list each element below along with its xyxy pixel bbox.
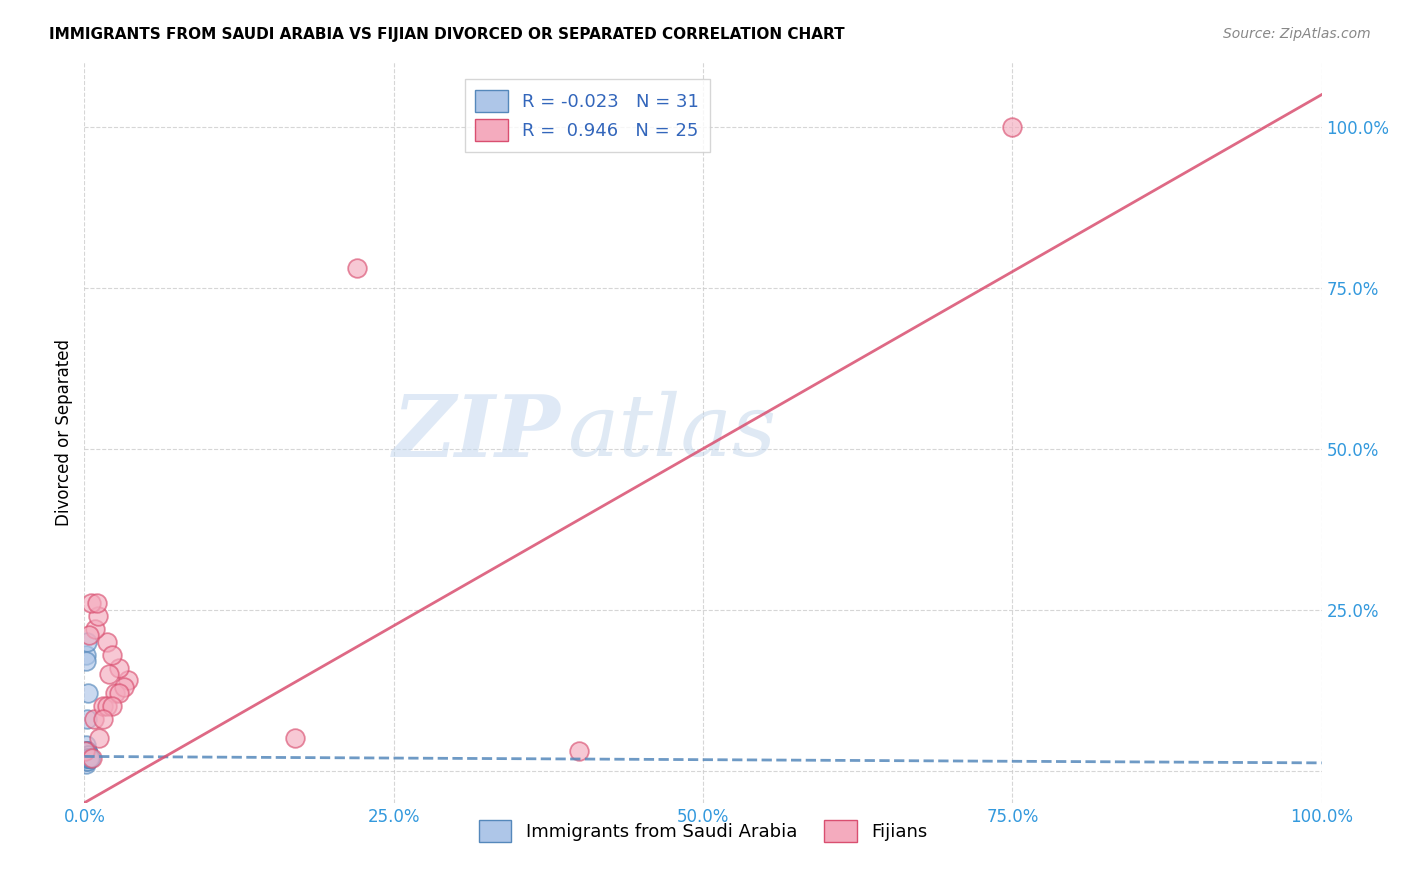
Point: [75, 750, 97, 764]
Point: [104, 686, 127, 700]
Point: [76, 754, 98, 768]
Point: [75, 757, 97, 772]
Point: [76, 635, 98, 649]
Point: [75, 750, 97, 764]
Point: [79, 628, 101, 642]
Y-axis label: Divorced or Separated: Divorced or Separated: [55, 339, 73, 526]
Point: [284, 731, 307, 746]
Point: [76, 744, 98, 758]
Point: [76, 712, 98, 726]
Point: [75, 648, 97, 662]
Point: [79, 750, 101, 764]
Point: [91, 699, 114, 714]
Point: [80, 750, 103, 764]
Point: [346, 261, 368, 276]
Point: [76, 744, 98, 758]
Point: [77, 750, 100, 764]
Point: [112, 680, 135, 694]
Point: [91, 712, 114, 726]
Point: [108, 660, 131, 674]
Point: [79, 750, 101, 764]
Point: [98, 667, 121, 681]
Point: [79, 596, 101, 610]
Text: Source: ZipAtlas.com: Source: ZipAtlas.com: [1223, 27, 1371, 41]
Point: [100, 648, 122, 662]
Point: [568, 744, 591, 758]
Point: [79, 750, 101, 764]
Legend: Immigrants from Saudi Arabia, Fijians: Immigrants from Saudi Arabia, Fijians: [471, 813, 935, 849]
Point: [73, 744, 96, 758]
Point: [89, 731, 111, 746]
Point: [79, 750, 101, 764]
Point: [79, 750, 101, 764]
Point: [76, 744, 98, 758]
Point: [108, 686, 131, 700]
Point: [84, 622, 107, 636]
Point: [100, 699, 122, 714]
Point: [77, 750, 100, 764]
Point: [96, 699, 118, 714]
Point: [77, 750, 100, 764]
Point: [1001, 120, 1024, 134]
Point: [77, 750, 100, 764]
Point: [87, 609, 110, 624]
Point: [96, 635, 118, 649]
Text: atlas: atlas: [567, 392, 776, 474]
Point: [75, 750, 97, 764]
Text: ZIP: ZIP: [392, 391, 561, 475]
Point: [77, 750, 100, 764]
Text: IMMIGRANTS FROM SAUDI ARABIA VS FIJIAN DIVORCED OR SEPARATED CORRELATION CHART: IMMIGRANTS FROM SAUDI ARABIA VS FIJIAN D…: [49, 27, 845, 42]
Point: [77, 750, 100, 764]
Point: [75, 654, 97, 668]
Point: [117, 673, 139, 688]
Point: [83, 712, 105, 726]
Point: [77, 750, 100, 764]
Point: [76, 686, 98, 700]
Point: [75, 738, 97, 752]
Point: [76, 747, 98, 762]
Point: [76, 744, 98, 758]
Point: [75, 750, 97, 764]
Point: [76, 747, 98, 762]
Point: [86, 596, 108, 610]
Point: [76, 754, 98, 768]
